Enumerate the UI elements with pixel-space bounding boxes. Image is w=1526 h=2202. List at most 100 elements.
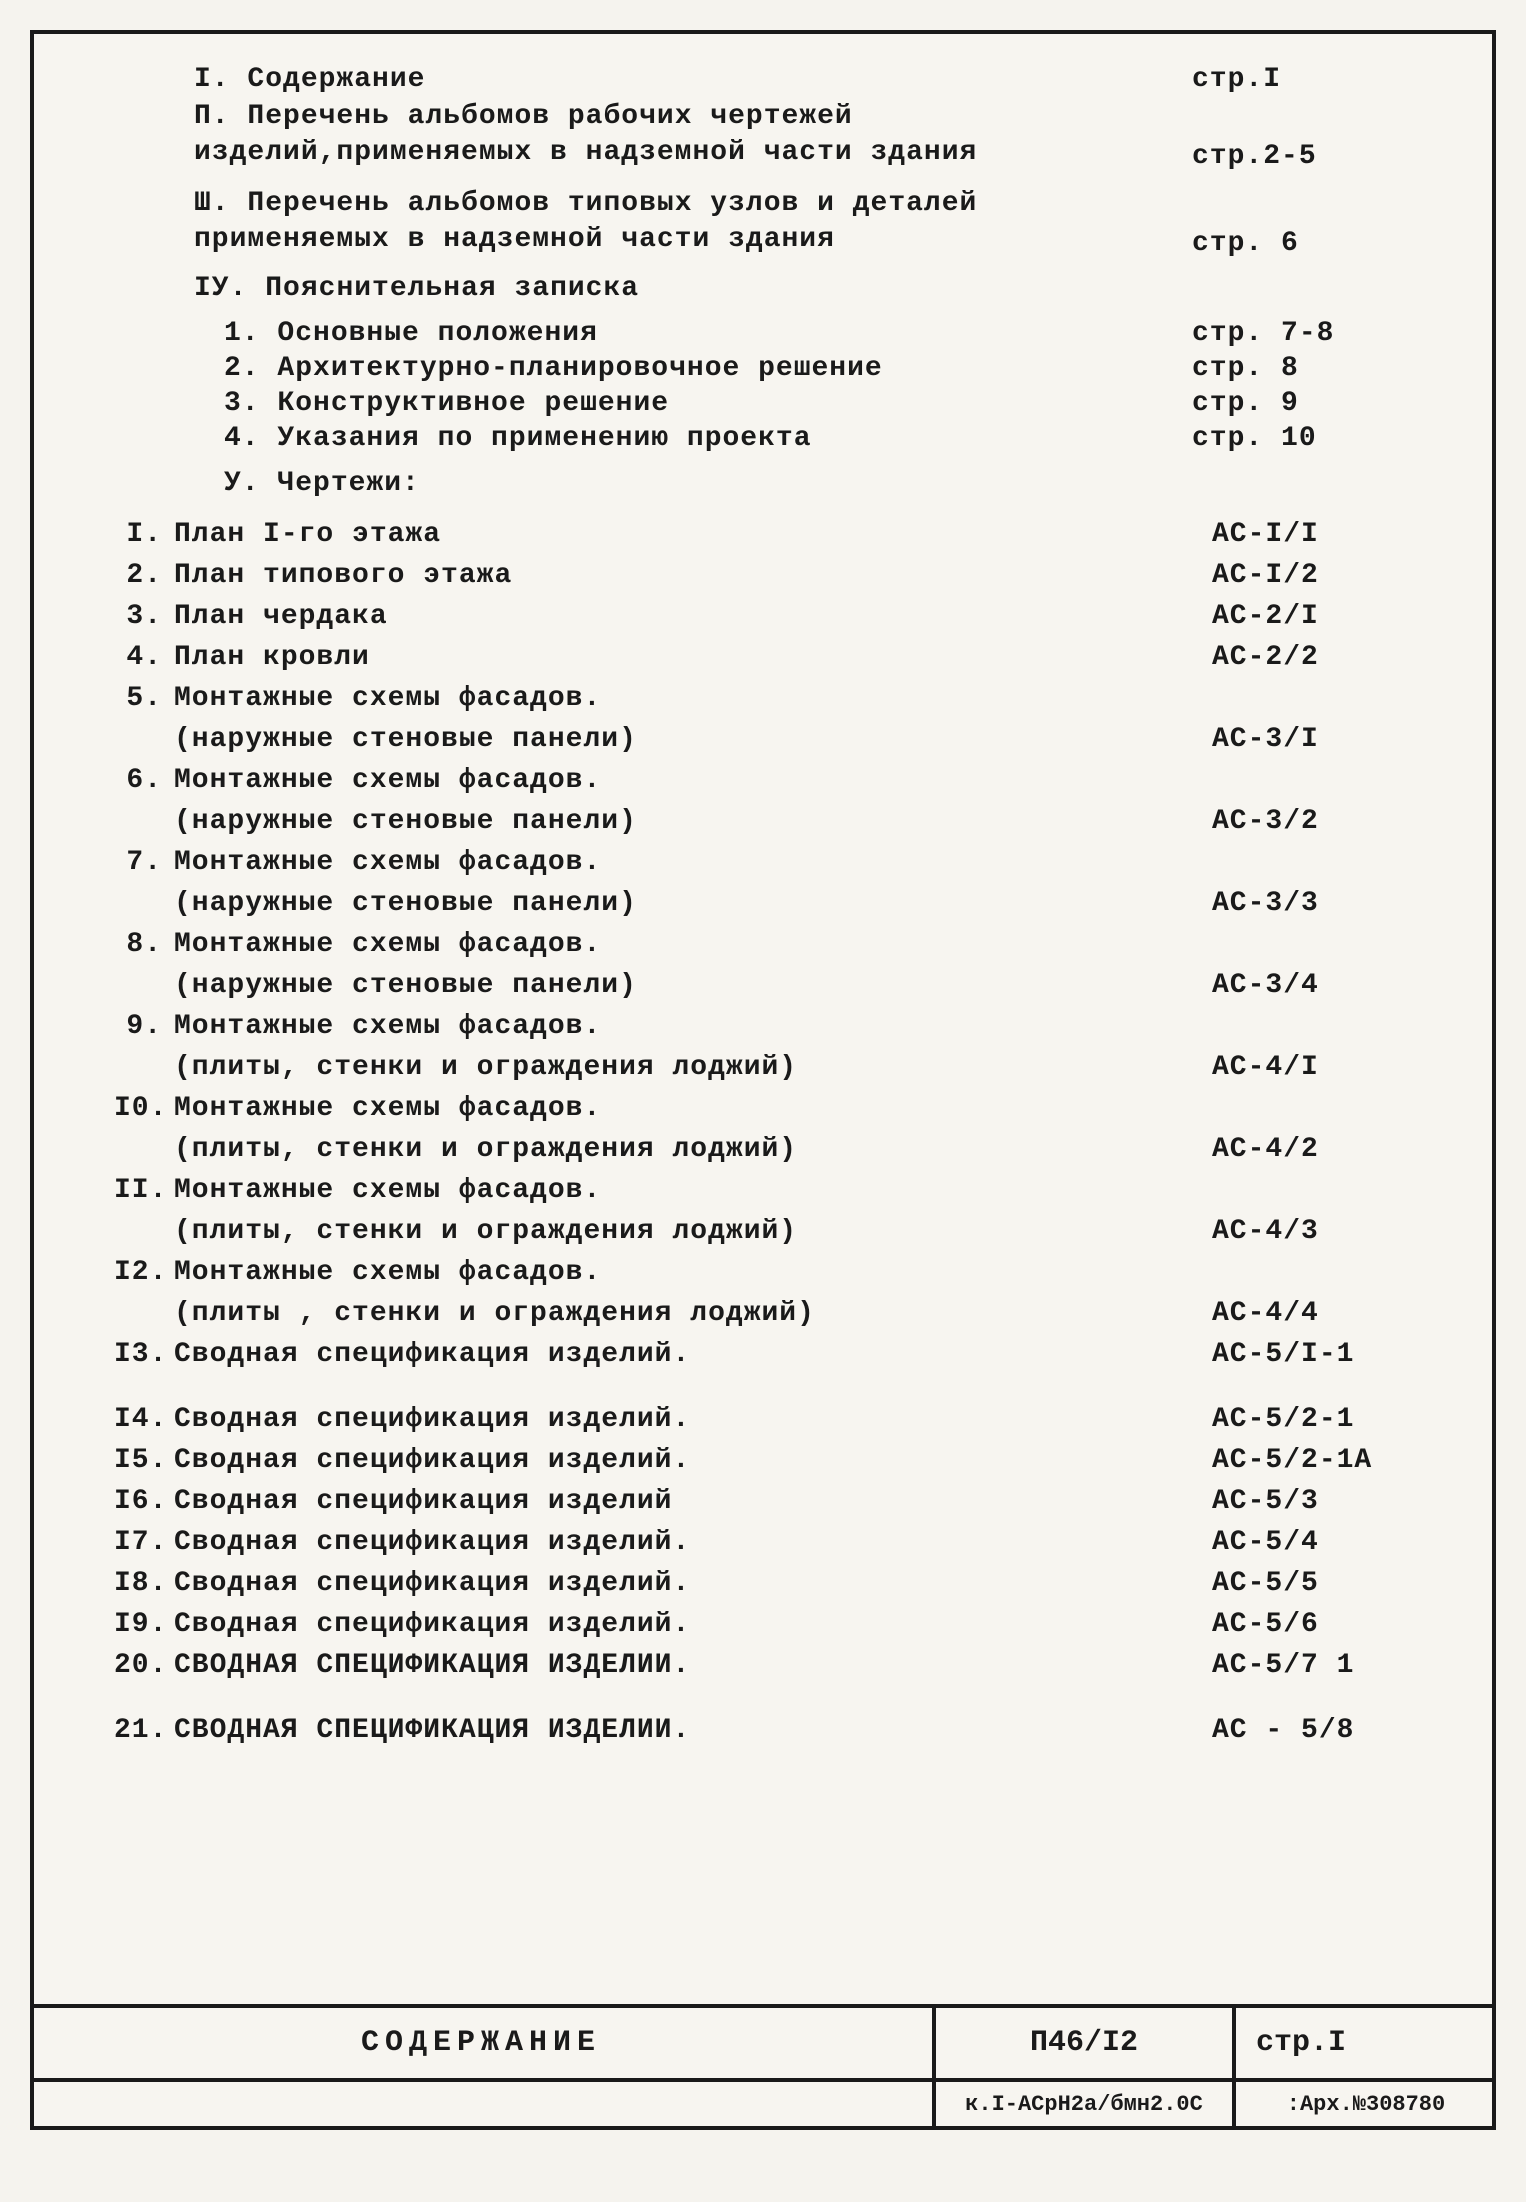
drawing-code: АС-5/7 1 xyxy=(1212,1650,1452,1681)
drawing-label: СВОДНАЯ СПЕЦИФИКАЦИЯ ИЗДЕЛИИ. xyxy=(174,1650,1212,1681)
drawing-row: І8.Сводная спецификация изделий.АС-5/5 xyxy=(74,1568,1452,1599)
drawing-subrow: (плиты , стенки и ограждения лоджий)АС-4… xyxy=(74,1298,1452,1329)
drawing-num: І. xyxy=(114,519,174,550)
toc-label: П. Перечень альбомов рабочих чертежей из… xyxy=(194,99,1192,172)
drawing-row: 9.Монтажные схемы фасадов. xyxy=(74,1011,1452,1042)
toc-label: У. Чертежи: xyxy=(224,468,1192,499)
drawing-code: АС-4/3 xyxy=(1212,1216,1452,1247)
toc-label: І. Содержание xyxy=(194,64,1192,95)
drawing-num: 6. xyxy=(114,765,174,796)
drawing-label: Сводная спецификация изделий. xyxy=(174,1568,1212,1599)
drawing-num: 9. xyxy=(114,1011,174,1042)
drawing-code: АС-5/5 xyxy=(1212,1568,1452,1599)
drawing-subrow: (плиты, стенки и ограждения лоджий)АС-4/… xyxy=(74,1134,1452,1165)
drawing-num: 4. xyxy=(114,642,174,673)
drawing-sublabel: (наружные стеновые панели) xyxy=(174,806,1212,837)
drawing-num: І6. xyxy=(114,1486,174,1517)
sub-num: 3. xyxy=(224,388,260,419)
drawing-num: 21. xyxy=(114,1715,174,1746)
drawing-code: АС-3/3 xyxy=(1212,888,1452,919)
sub-text: Основные положения xyxy=(277,318,597,349)
drawing-code: АС-5/2-1А xyxy=(1212,1445,1452,1476)
drawing-label: Сводная спецификация изделий. xyxy=(174,1339,1212,1370)
drawing-num-blank xyxy=(114,1052,174,1083)
drawing-sublabel: (наружные стеновые панели) xyxy=(174,724,1212,755)
drawing-num-blank xyxy=(114,970,174,1001)
drawing-code: АС-5/2-1 xyxy=(1212,1404,1452,1435)
drawing-num: 20. xyxy=(114,1650,174,1681)
drawing-num: І2. xyxy=(114,1257,174,1288)
section-num: У. xyxy=(224,468,260,499)
section-num: І. xyxy=(194,64,230,95)
drawing-num: 5. xyxy=(114,683,174,714)
drawing-row: 4.План кровлиАС-2/2 xyxy=(74,642,1452,673)
drawing-row: І2.Монтажные схемы фасадов. xyxy=(74,1257,1452,1288)
drawing-label: СВОДНАЯ СПЕЦИФИКАЦИЯ ИЗДЕЛИИ. xyxy=(174,1715,1212,1746)
drawing-code-empty xyxy=(1212,1257,1452,1288)
drawing-num-blank xyxy=(114,806,174,837)
drawing-label: Монтажные схемы фасадов. xyxy=(174,847,1212,878)
drawing-label: Монтажные схемы фасадов. xyxy=(174,1011,1212,1042)
title-small2: :Арх.№308780 xyxy=(1236,2082,1496,2126)
drawing-code-empty xyxy=(1212,847,1452,878)
page-frame: І. Содержание стр.І П. Перечень альбомов… xyxy=(30,30,1496,2130)
title-page: стр.І xyxy=(1236,2008,1496,2078)
sub-text: Указания по применению проекта xyxy=(277,423,811,454)
sub-label: 4. Указания по применению проекта xyxy=(224,423,1192,454)
drawing-subrow: (наружные стеновые панели)АС-3/3 xyxy=(74,888,1452,919)
drawing-code-empty xyxy=(1212,929,1452,960)
section-text: Содержание xyxy=(247,64,425,95)
drawing-num: 2. xyxy=(114,560,174,591)
drawing-code: АС-3/4 xyxy=(1212,970,1452,1001)
toc-row: ІУ. Пояснительная записка xyxy=(74,273,1452,304)
drawing-sublabel: (наружные стеновые панели) xyxy=(174,888,1212,919)
drawing-row: 3.План чердакаАС-2/І xyxy=(74,601,1452,632)
section-text: Перечень альбомов рабочих чертежей издел… xyxy=(194,101,977,168)
drawing-code: АС-5/3 xyxy=(1212,1486,1452,1517)
drawing-row: І.План І-го этажаАС-І/І xyxy=(74,519,1452,550)
sub-text: Архитектурно-планировочное решение xyxy=(277,353,882,384)
drawing-row: І4.Сводная спецификация изделий.АС-5/2-1 xyxy=(74,1404,1452,1435)
drawing-sublabel: (плиты, стенки и ограждения лоджий) xyxy=(174,1052,1212,1083)
toc-subrow: 3. Конструктивное решение стр. 9 xyxy=(74,388,1452,419)
section-text: Перечень альбомов типовых узлов и детале… xyxy=(194,188,977,255)
title-row-small: к.І-АСрН2а/бмн2.0С :Арх.№308780 xyxy=(30,2078,1496,2126)
drawing-row: 21.СВОДНАЯ СПЕЦИФИКАЦИЯ ИЗДЕЛИИ.АС - 5/8 xyxy=(74,1715,1452,1746)
drawing-sublabel: (наружные стеновые панели) xyxy=(174,970,1212,1001)
sub-num: 1. xyxy=(224,318,260,349)
content: І. Содержание стр.І П. Перечень альбомов… xyxy=(74,64,1452,1906)
drawing-row: І3.Сводная спецификация изделий.АС-5/І-1 xyxy=(74,1339,1452,1370)
drawing-label: Сводная спецификация изделий xyxy=(174,1486,1212,1517)
drawing-code: АС-4/І xyxy=(1212,1052,1452,1083)
drawing-label: План типового этажа xyxy=(174,560,1212,591)
drawing-num: ІІ. xyxy=(114,1175,174,1206)
title-doc: П46/І2 xyxy=(936,2008,1236,2078)
toc-row: І. Содержание стр.І xyxy=(74,64,1452,95)
drawing-num: І3. xyxy=(114,1339,174,1370)
drawing-code-empty xyxy=(1212,765,1452,796)
toc-subrow: 4. Указания по применению проекта стр. 1… xyxy=(74,423,1452,454)
sub-label: 2. Архитектурно-планировочное решение xyxy=(224,353,1192,384)
drawing-row: 7.Монтажные схемы фасадов. xyxy=(74,847,1452,878)
drawing-label: Сводная спецификация изделий. xyxy=(174,1445,1212,1476)
drawing-label: План кровли xyxy=(174,642,1212,673)
drawing-subrow: (наружные стеновые панели)АС-3/2 xyxy=(74,806,1452,837)
drawing-subrow: (наружные стеновые панели)АС-3/І xyxy=(74,724,1452,755)
drawing-code: АС-5/І-1 xyxy=(1212,1339,1452,1370)
drawing-label: Монтажные схемы фасадов. xyxy=(174,929,1212,960)
section-num: П. xyxy=(194,101,230,132)
drawing-label: Монтажные схемы фасадов. xyxy=(174,683,1212,714)
section-text: Чертежи: xyxy=(277,468,419,499)
drawing-sublabel: (плиты , стенки и ограждения лоджий) xyxy=(174,1298,1212,1329)
drawing-code: АС-2/2 xyxy=(1212,642,1452,673)
drawing-code-empty xyxy=(1212,1093,1452,1124)
drawing-num-blank xyxy=(114,1134,174,1165)
drawing-num-blank xyxy=(114,1216,174,1247)
drawing-label: План І-го этажа xyxy=(174,519,1212,550)
drawing-num-blank xyxy=(114,724,174,755)
page-ref: стр. 7-8 xyxy=(1192,318,1452,349)
page-ref: стр. 9 xyxy=(1192,388,1452,419)
section-num: ІУ. xyxy=(194,273,247,304)
drawing-subrow: (плиты, стенки и ограждения лоджий)АС-4/… xyxy=(74,1052,1452,1083)
sub-label: 1. Основные положения xyxy=(224,318,1192,349)
